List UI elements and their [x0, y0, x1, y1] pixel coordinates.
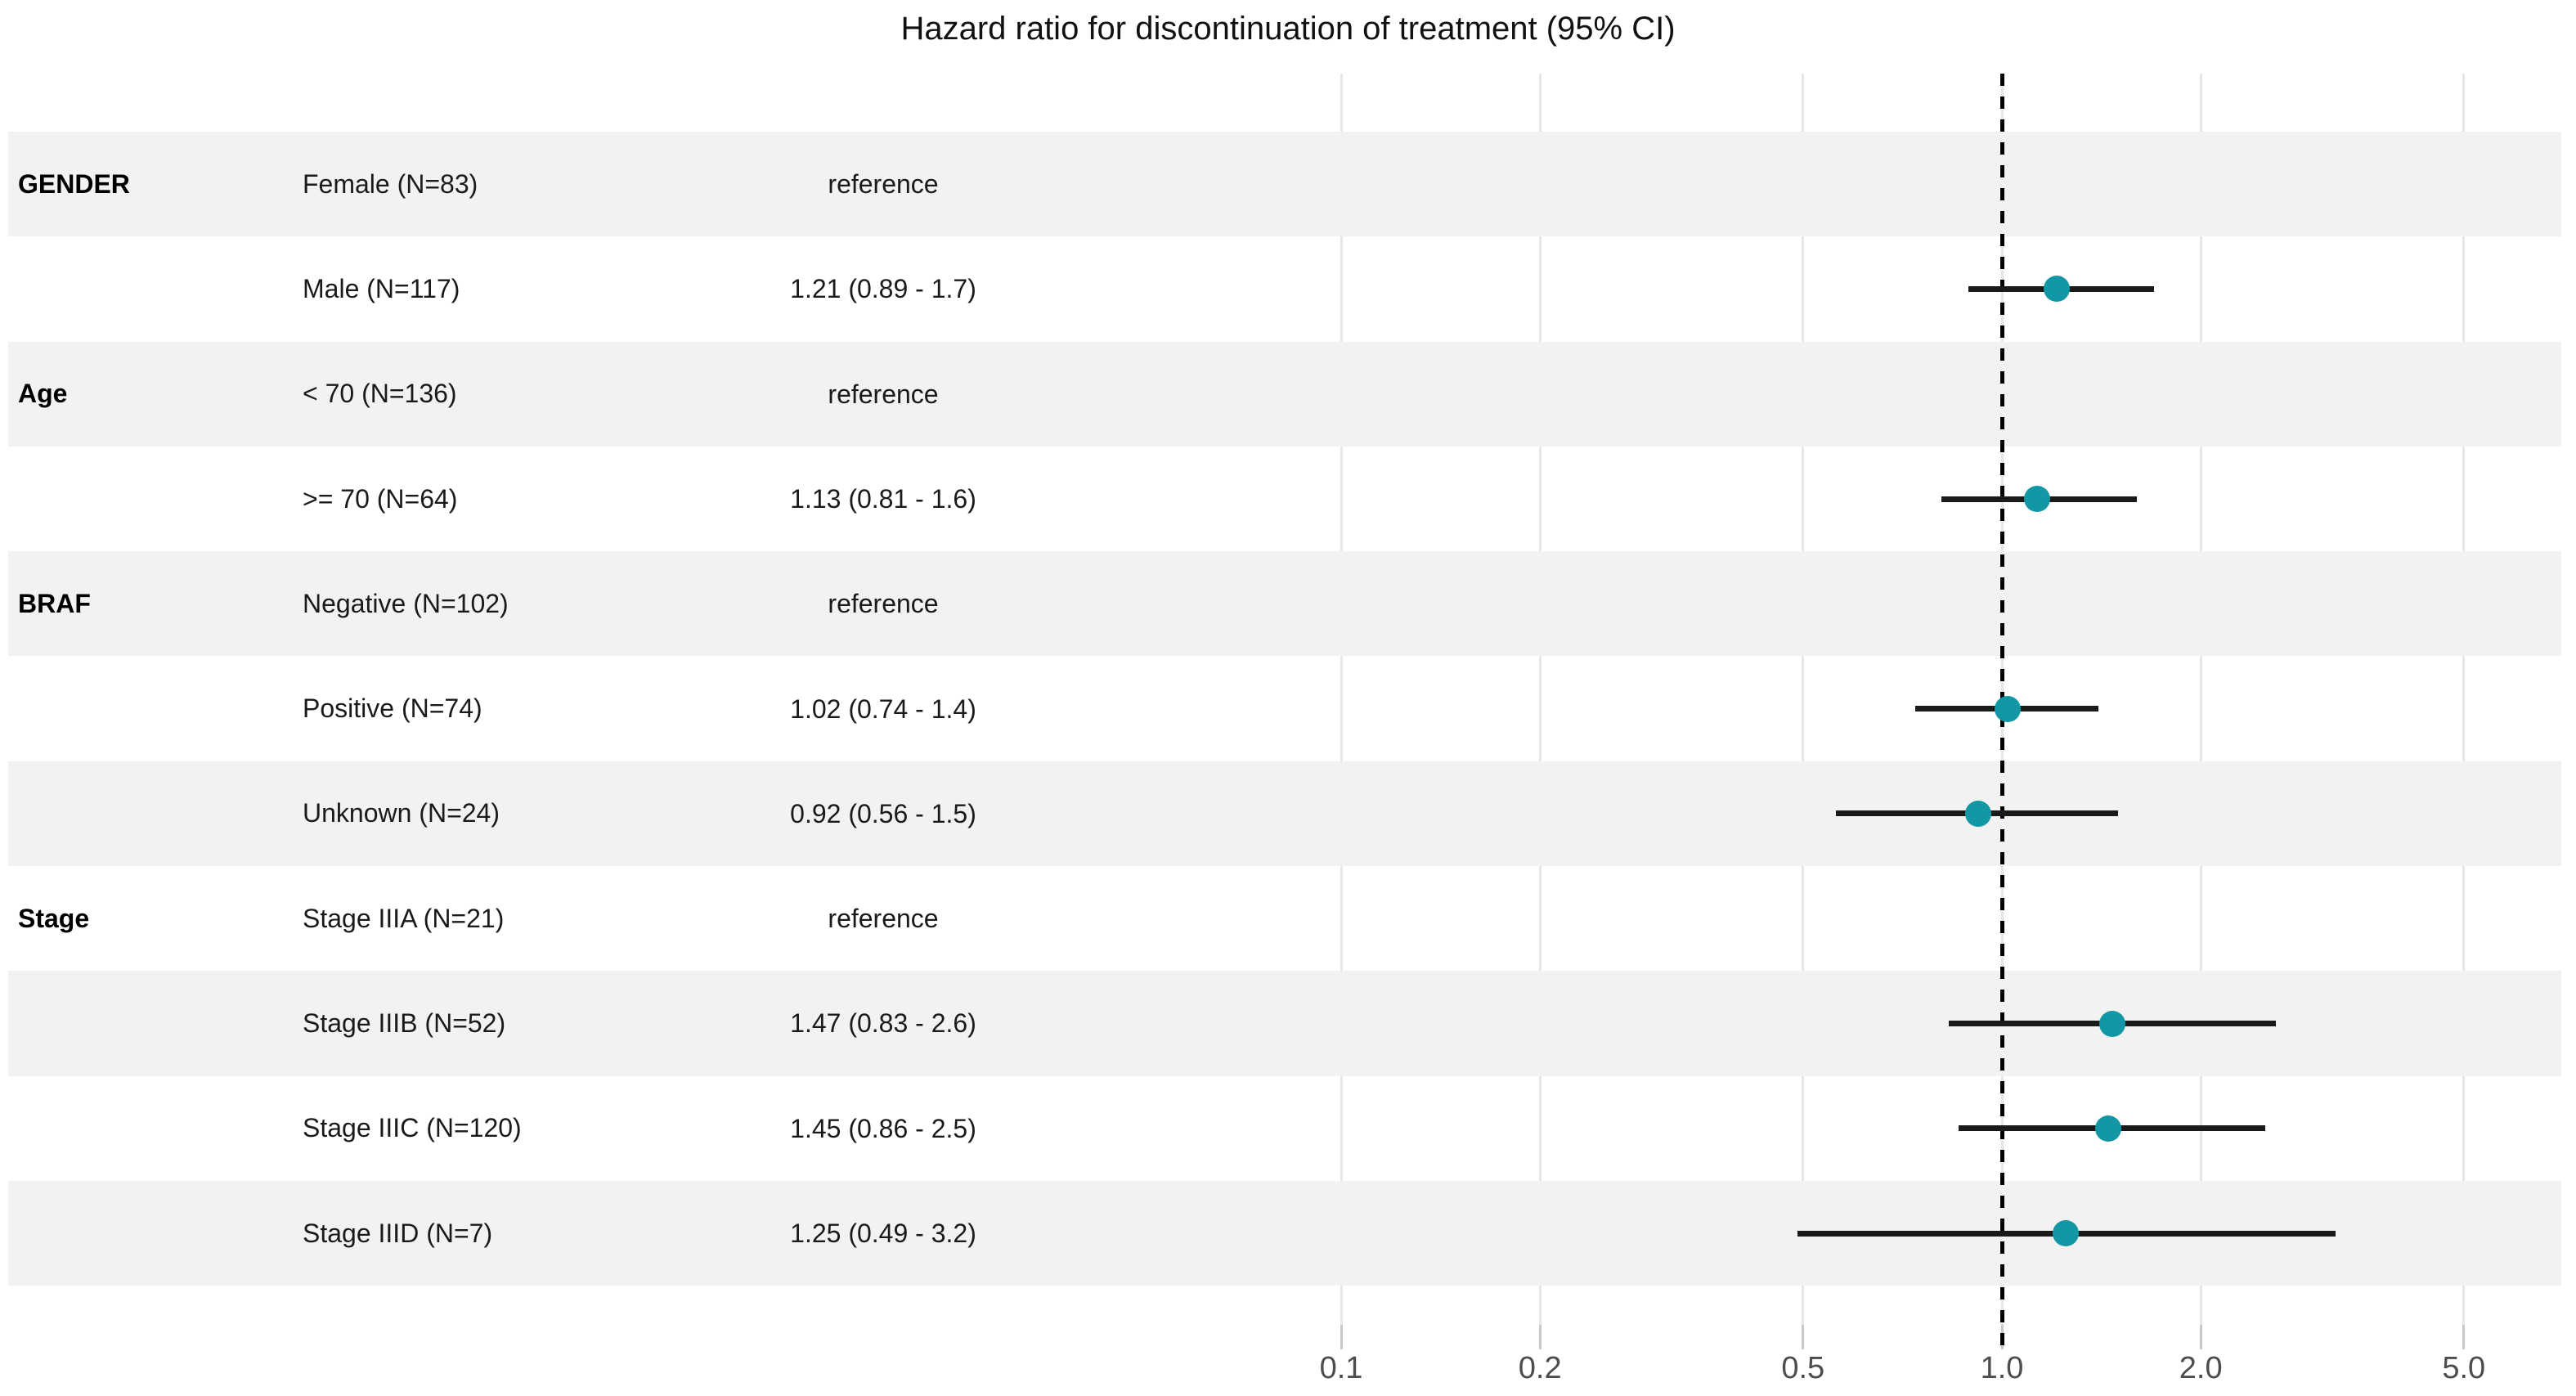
- row-label: >= 70 (N=64): [303, 483, 458, 514]
- hr-point: [2043, 276, 2070, 303]
- row-estimate: reference: [828, 169, 939, 199]
- row-estimate: 0.92 (0.56 - 1.5): [790, 798, 976, 828]
- group-label: BRAF: [18, 588, 91, 618]
- x-tick-label: 1.0: [1980, 1351, 2024, 1385]
- row-stripe: [8, 341, 2561, 447]
- row-label: Unknown (N=24): [303, 798, 500, 828]
- x-tick-label: 5.0: [2442, 1351, 2486, 1385]
- row-estimate: 1.25 (0.49 - 3.2): [790, 1219, 976, 1248]
- row-label: Stage IIIA (N=21): [303, 903, 505, 933]
- hr-point: [2095, 1115, 2122, 1142]
- x-tick-mark: [2462, 1325, 2466, 1349]
- hr-point: [1994, 695, 2021, 722]
- row-estimate: 1.21 (0.89 - 1.7): [790, 274, 976, 304]
- gridline-x-0.2: [1538, 74, 1542, 1349]
- row-estimate: reference: [828, 589, 939, 619]
- hr-point: [2023, 486, 2050, 513]
- row-label: < 70 (N=136): [303, 379, 457, 409]
- hr-point: [2099, 1010, 2126, 1037]
- row-stripe: [8, 132, 2561, 237]
- x-tick-label: 0.5: [1781, 1351, 1825, 1385]
- row-estimate: 1.13 (0.81 - 1.6): [790, 483, 976, 514]
- gridline-x-0.5: [1802, 74, 1805, 1349]
- x-tick-label: 2.0: [2179, 1351, 2223, 1385]
- row-label: Stage IIIC (N=120): [303, 1113, 522, 1143]
- x-tick-mark: [1802, 1325, 1805, 1349]
- gridline-x-0.1: [1340, 74, 1343, 1349]
- hr-point: [1964, 800, 1991, 827]
- row-estimate: reference: [828, 379, 939, 409]
- row-label: Stage IIID (N=7): [303, 1218, 493, 1248]
- row-estimate: 1.47 (0.83 - 2.6): [790, 1008, 976, 1039]
- row-label: Positive (N=74): [303, 694, 482, 724]
- row-estimate: 1.02 (0.74 - 1.4): [790, 694, 976, 724]
- row-stripe: [8, 551, 2561, 657]
- x-tick-mark: [1538, 1325, 1542, 1349]
- row-label: Stage IIIB (N=52): [303, 1008, 506, 1039]
- x-tick-label: 0.1: [1319, 1351, 1363, 1385]
- x-tick-mark: [1340, 1325, 1343, 1349]
- row-label: Male (N=117): [303, 273, 460, 303]
- row-label: Negative (N=102): [303, 588, 509, 618]
- hr-point: [2053, 1220, 2080, 1247]
- row-estimate: reference: [828, 904, 939, 934]
- row-stripe: [8, 761, 2561, 867]
- chart-title: Hazard ratio for discontinuation of trea…: [900, 11, 1676, 47]
- x-tick-mark: [2199, 1325, 2202, 1349]
- x-tick-label: 0.2: [1518, 1351, 1562, 1385]
- gridline-x-2.0: [2199, 74, 2202, 1349]
- row-estimate: 1.45 (0.86 - 2.5): [790, 1113, 976, 1143]
- group-label: Stage: [18, 903, 90, 933]
- group-label: Age: [18, 379, 68, 409]
- group-label: GENDER: [18, 168, 130, 199]
- row-label: Female (N=83): [303, 168, 478, 199]
- gridline-x-5.0: [2462, 74, 2466, 1349]
